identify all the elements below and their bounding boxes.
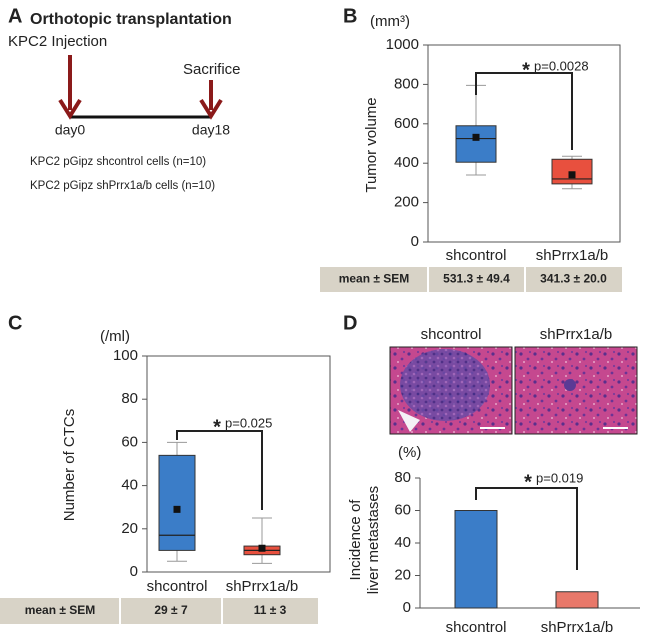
- y-tick-label: 40: [121, 477, 138, 494]
- y-tick-label: 20: [394, 566, 411, 583]
- tumor-region: [400, 349, 490, 421]
- y-unit: (%): [398, 444, 421, 461]
- significance-bracket: [176, 430, 263, 510]
- box: [158, 454, 196, 551]
- p-value: p=0.025: [225, 415, 272, 430]
- table-cell: 341.3 ± 20.0: [540, 272, 607, 286]
- bar: [454, 510, 498, 609]
- panel-label: A: [8, 5, 22, 27]
- event-label: KPC2 Injection: [8, 33, 107, 50]
- y-tick-label: 0: [403, 599, 411, 616]
- y-tick-label: 40: [394, 534, 411, 551]
- table-cell: 531.3 ± 49.4: [443, 272, 510, 286]
- y-tick-label: 60: [121, 433, 138, 450]
- y-tick-label: 0: [411, 233, 419, 250]
- arrow-head: [199, 98, 223, 120]
- plot-frame: [427, 44, 621, 243]
- panel-label: C: [8, 312, 22, 334]
- event-label: Sacrifice: [183, 61, 241, 78]
- y-unit: (mm³): [370, 13, 410, 30]
- histology-image: [514, 346, 638, 435]
- y-axis-title: Incidence of: [347, 499, 364, 581]
- significance-star: *: [524, 471, 532, 493]
- table-bg: [320, 267, 622, 292]
- time-label: day0: [55, 122, 86, 138]
- table-cell: mean ± SEM: [339, 272, 410, 286]
- x-tick-label: shcontrol: [446, 247, 507, 264]
- y-tick-label: 600: [394, 115, 419, 132]
- x-tick-label: shcontrol: [446, 619, 507, 636]
- image-title: shcontrol: [421, 326, 482, 343]
- bar: [555, 591, 599, 609]
- x-tick-label: shPrrx1a/b: [226, 578, 299, 595]
- y-tick-label: 60: [394, 501, 411, 518]
- y-tick-label: 800: [394, 75, 419, 92]
- y-tick-label: 200: [394, 194, 419, 211]
- box: [455, 125, 497, 163]
- mean-marker: [568, 171, 576, 179]
- table-cell: 29 ± 7: [154, 603, 188, 617]
- panel-title: Orthotopic transplantation: [30, 11, 232, 28]
- mean-marker: [258, 544, 266, 552]
- group-text: KPC2 pGipz shPrrx1a/b cells (n=10): [30, 180, 215, 192]
- table-bg: [0, 598, 318, 624]
- mean-marker: [472, 133, 480, 141]
- p-value: p=0.019: [536, 470, 583, 485]
- group-text: KPC2 pGipz shcontrol cells (n=10): [30, 156, 206, 168]
- x-tick-label: shPrrx1a/b: [536, 247, 609, 264]
- y-tick-label: 400: [394, 154, 419, 171]
- panel-label: D: [343, 312, 357, 334]
- plot-frame: [146, 355, 331, 573]
- y-unit: (/ml): [100, 328, 130, 345]
- y-tick-label: 80: [394, 469, 411, 486]
- x-tick-label: shcontrol: [147, 578, 208, 595]
- table-cell: mean ± SEM: [25, 603, 96, 617]
- arrow-head: [58, 98, 82, 120]
- y-tick-label: 20: [121, 520, 138, 537]
- significance-star: *: [213, 416, 221, 438]
- y-axis-title: liver metastases: [365, 486, 382, 594]
- y-tick-label: 1000: [386, 36, 419, 53]
- y-tick-label: 80: [121, 390, 138, 407]
- mean-marker: [173, 505, 181, 513]
- panel-label: B: [343, 5, 357, 27]
- tumor-region: [564, 379, 576, 391]
- x-tick-label: shPrrx1a/b: [541, 619, 614, 636]
- p-value: p=0.0028: [534, 58, 589, 73]
- table-cell: 11 ± 3: [254, 603, 287, 617]
- significance-star: *: [522, 59, 530, 81]
- significance-bracket: [475, 487, 578, 570]
- time-label: day18: [192, 122, 230, 138]
- y-tick-label: 0: [130, 563, 138, 580]
- y-tick-label: 100: [113, 347, 138, 364]
- y-axis-title: Tumor volume: [363, 97, 380, 192]
- vessel: [398, 410, 420, 432]
- image-title: shPrrx1a/b: [540, 326, 613, 343]
- y-axis-title: Number of CTCs: [61, 409, 78, 522]
- significance-bracket: [475, 72, 573, 150]
